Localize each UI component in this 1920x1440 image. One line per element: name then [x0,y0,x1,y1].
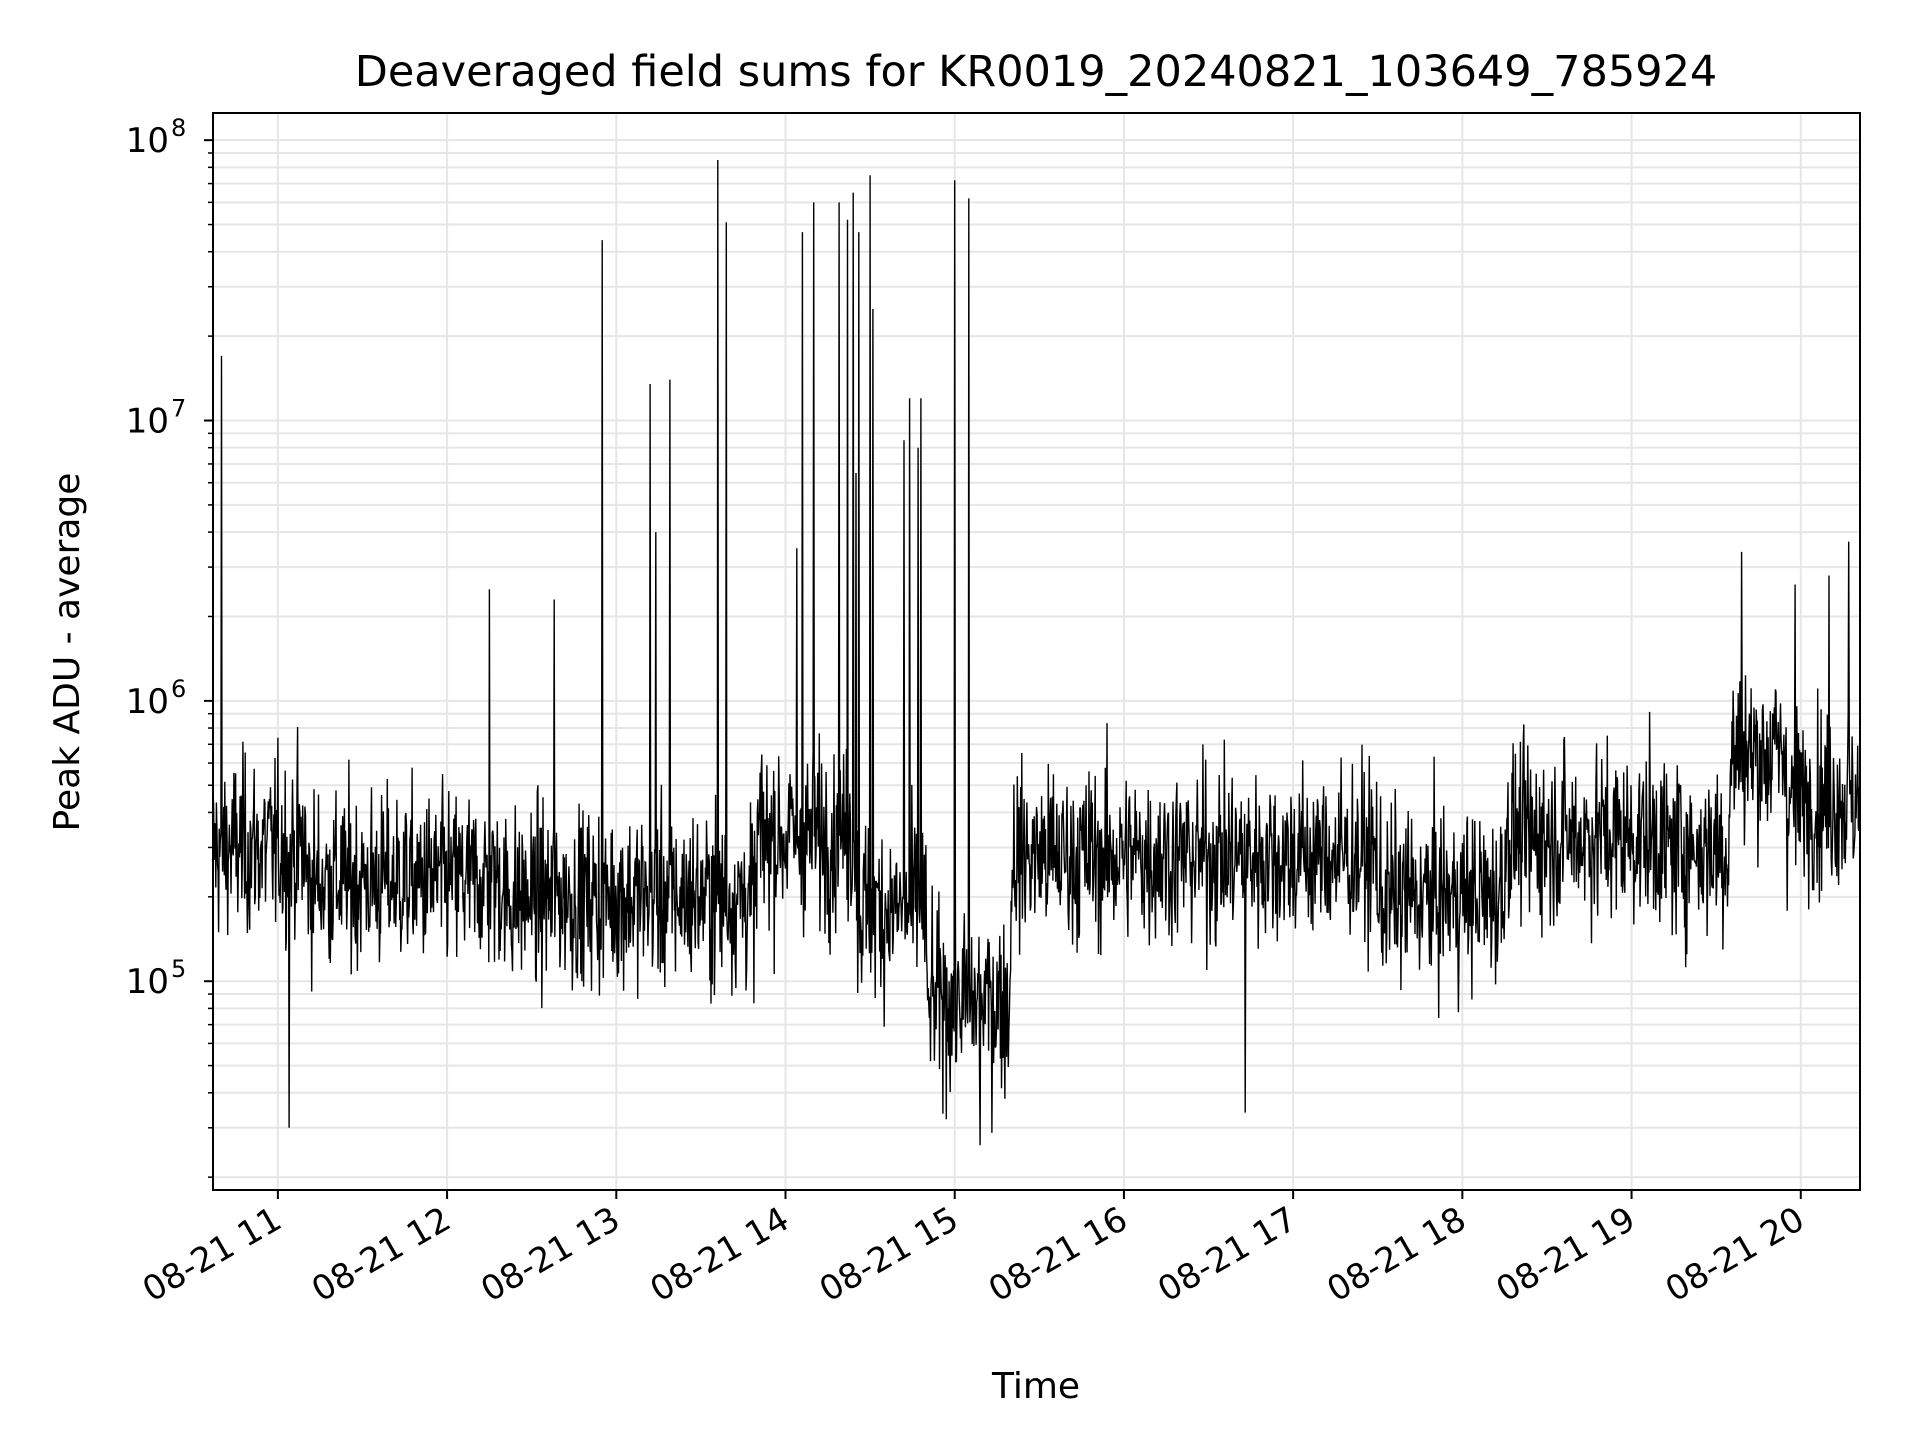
series-peak-adu [212,159,1861,1146]
chart-title: Deaveraged field sums for KR0019_2024082… [355,47,1718,97]
plot-frame [212,112,1861,1191]
y-tick-exponent: 8 [171,114,186,142]
y-tick-exponent: 5 [171,955,186,983]
major-grid [213,113,1860,1190]
y-tick-label: 10 [126,402,169,442]
y-tick-label: 10 [126,682,169,722]
series-line [212,159,1861,1146]
x-axis-label: Time [991,1366,1080,1407]
y-tick-label: 10 [126,962,169,1002]
y-axis-label: Peak ADU - average [47,473,88,832]
y-tick-exponent: 7 [171,395,186,423]
y-tick-exponent: 6 [171,675,186,703]
y-tick-label: 10 [126,121,169,161]
